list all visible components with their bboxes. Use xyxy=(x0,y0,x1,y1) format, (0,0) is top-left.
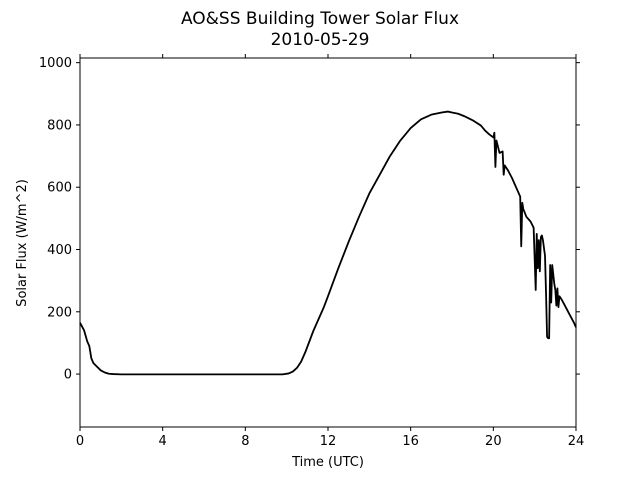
y-tick-label: 200 xyxy=(47,305,72,320)
y-tick-label: 800 xyxy=(47,118,72,133)
x-axis-label: Time (UTC) xyxy=(291,455,364,470)
plot-frame xyxy=(79,57,577,428)
chart-subtitle: 2010-05-29 xyxy=(271,30,370,50)
plot-background xyxy=(80,58,576,427)
x-tick-label: 20 xyxy=(485,434,502,449)
x-tick-label: 8 xyxy=(241,434,249,449)
x-tick-label: 16 xyxy=(402,434,419,449)
x-tick-label: 0 xyxy=(76,434,84,449)
y-tick-label: 1000 xyxy=(39,56,72,71)
y-tick-label: 400 xyxy=(47,243,72,258)
y-axis-label: Solar Flux (W/m^2) xyxy=(15,179,30,307)
axis-ticks: 0 4 8 12 16 20 24 0 200 400 600 800 1000 xyxy=(39,54,584,449)
solar-flux-series-line xyxy=(79,110,577,376)
x-tick-label: 24 xyxy=(568,434,585,449)
x-tick-label: 4 xyxy=(159,434,167,449)
y-tick-label: 600 xyxy=(47,181,72,196)
y-tick-label: 0 xyxy=(64,368,72,383)
x-tick-label: 12 xyxy=(320,434,337,449)
chart-title: AO&SS Building Tower Solar Flux xyxy=(181,9,459,29)
